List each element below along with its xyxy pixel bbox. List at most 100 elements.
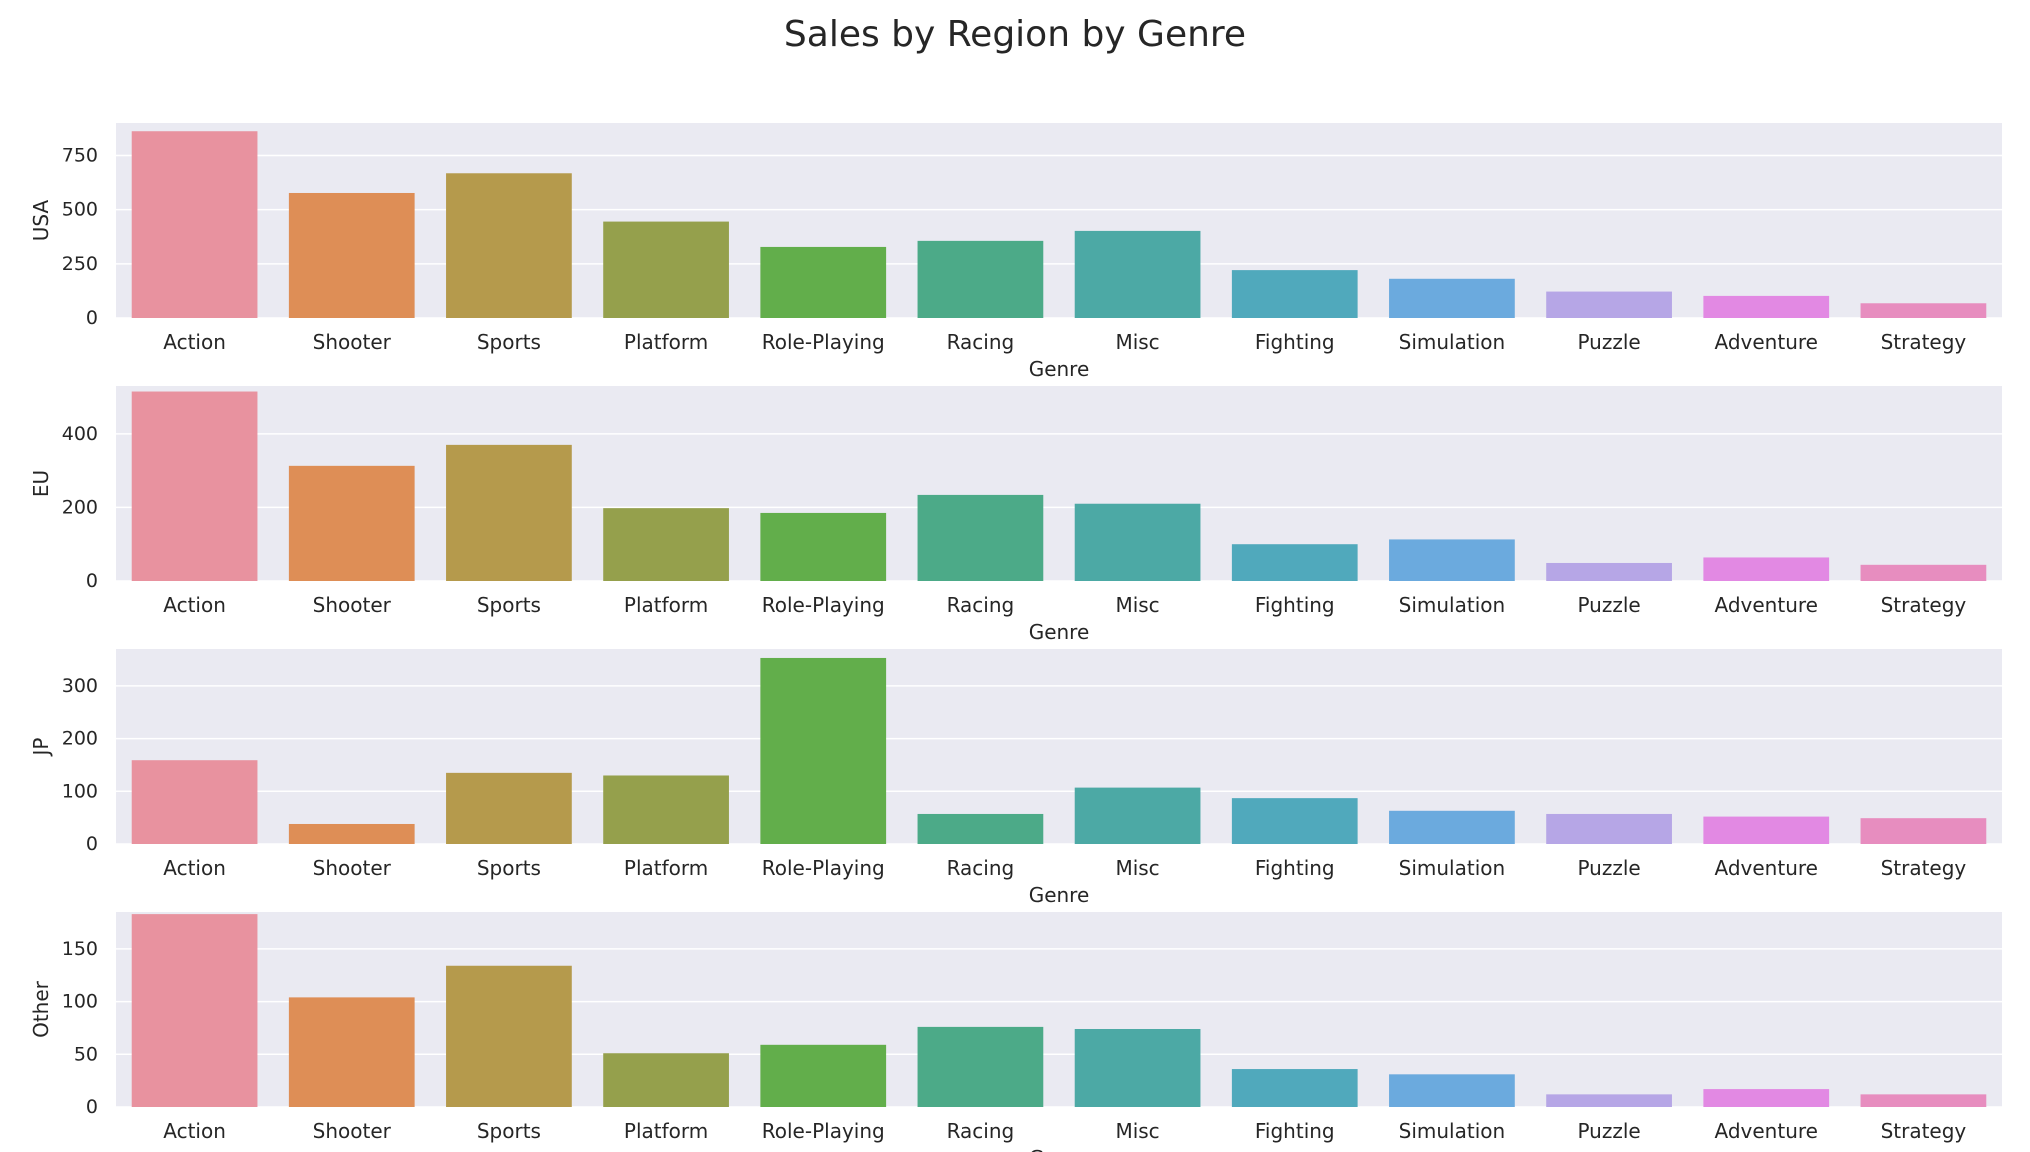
- bar-sports: [446, 444, 572, 581]
- x-tick-label: Racing: [947, 1119, 1015, 1143]
- bar-role-playing: [760, 512, 887, 581]
- x-tick-label: Fighting: [1255, 1119, 1335, 1143]
- bar-racing: [917, 494, 1044, 581]
- x-tick-label: Puzzle: [1577, 856, 1640, 880]
- bar-role-playing: [760, 1044, 887, 1107]
- y-tick-label: 250: [62, 253, 98, 275]
- x-tick-label: Fighting: [1255, 330, 1335, 354]
- x-tick-label: Role-Playing: [762, 593, 885, 617]
- x-tick-label: Racing: [947, 330, 1015, 354]
- x-tick-label: Fighting: [1255, 593, 1335, 617]
- bar-misc: [1074, 230, 1201, 318]
- x-tick-label: Action: [163, 1119, 226, 1143]
- bar-simulation: [1389, 1074, 1515, 1107]
- bar-sports: [446, 772, 572, 844]
- bar-misc: [1074, 503, 1201, 581]
- x-tick-label: Platform: [624, 330, 708, 354]
- bar-racing: [917, 813, 1044, 844]
- bar-platform: [603, 221, 729, 318]
- y-tick-label: 300: [62, 675, 98, 697]
- x-tick-label: Sports: [477, 593, 541, 617]
- y-axis-label: EU: [29, 470, 53, 497]
- y-tick-label: 0: [86, 833, 98, 855]
- bar-action: [131, 760, 258, 844]
- bar-adventure: [1703, 557, 1830, 581]
- x-tick-label: Adventure: [1715, 330, 1818, 354]
- bar-platform: [603, 508, 729, 581]
- x-axis-label: Genre: [1029, 620, 1090, 644]
- bar-strategy: [1860, 564, 1987, 581]
- panel-other: 0 50 100 150 Action Shooter Sports Platform Role…: [29, 912, 2002, 1152]
- y-axis-label: JP: [29, 738, 53, 758]
- y-tick-label: 750: [62, 145, 98, 167]
- bar-action: [131, 131, 258, 318]
- x-axis-label: Genre: [1029, 1146, 1090, 1152]
- x-tick-label: Puzzle: [1577, 330, 1640, 354]
- bar-shooter: [288, 997, 415, 1107]
- bar-action: [131, 391, 258, 581]
- bar-racing: [917, 1026, 1044, 1107]
- x-tick-label: Racing: [947, 593, 1015, 617]
- x-tick-label: Shooter: [313, 856, 392, 880]
- y-tick-label: 0: [86, 307, 98, 329]
- y-tick-label: 0: [86, 1096, 98, 1118]
- x-tick-label: Simulation: [1399, 593, 1506, 617]
- bar-adventure: [1703, 295, 1830, 318]
- bar-fighting: [1231, 544, 1358, 581]
- plot-background: [116, 386, 2002, 581]
- x-axis-label: Genre: [1029, 357, 1090, 381]
- y-tick-label: 0: [86, 570, 98, 592]
- bar-action: [131, 914, 258, 1107]
- x-tick-label: Fighting: [1255, 856, 1335, 880]
- x-tick-label: Strategy: [1881, 856, 1967, 880]
- y-tick-label: 100: [62, 780, 98, 802]
- x-tick-label: Racing: [947, 856, 1015, 880]
- x-tick-label: Misc: [1115, 330, 1159, 354]
- y-axis-label: Other: [29, 980, 53, 1038]
- bar-shooter: [288, 192, 415, 318]
- y-tick-label: 50: [74, 1043, 98, 1065]
- x-tick-label: Puzzle: [1577, 593, 1640, 617]
- bar-platform: [603, 1053, 729, 1107]
- x-tick-label: Role-Playing: [762, 856, 885, 880]
- bar-fighting: [1231, 1069, 1358, 1107]
- bar-misc: [1074, 787, 1201, 844]
- x-tick-label: Shooter: [313, 1119, 392, 1143]
- x-tick-label: Adventure: [1715, 1119, 1818, 1143]
- bar-adventure: [1703, 1089, 1830, 1107]
- x-tick-label: Misc: [1115, 1119, 1159, 1143]
- x-tick-label: Misc: [1115, 856, 1159, 880]
- bar-strategy: [1860, 818, 1987, 844]
- x-tick-label: Sports: [477, 1119, 541, 1143]
- bar-simulation: [1389, 539, 1515, 581]
- bar-simulation: [1389, 810, 1515, 844]
- x-tick-label: Adventure: [1715, 593, 1818, 617]
- panel-jp: 0 100 200 300 Action Shooter Sports Platform Rol…: [29, 649, 2002, 907]
- x-tick-label: Action: [163, 856, 226, 880]
- y-tick-label: 200: [62, 496, 98, 518]
- x-tick-label: Shooter: [313, 593, 392, 617]
- plot-background: [116, 912, 2002, 1107]
- x-tick-label: Adventure: [1715, 856, 1818, 880]
- bar-sports: [446, 173, 572, 318]
- x-tick-label: Shooter: [313, 330, 392, 354]
- x-tick-label: Strategy: [1881, 1119, 1967, 1143]
- bar-racing: [917, 240, 1044, 318]
- y-tick-label: 500: [62, 199, 98, 221]
- bar-adventure: [1703, 816, 1830, 844]
- bar-role-playing: [760, 246, 887, 318]
- y-tick-label: 200: [62, 728, 98, 750]
- x-tick-label: Puzzle: [1577, 1119, 1640, 1143]
- bar-puzzle: [1546, 813, 1672, 844]
- x-tick-label: Sports: [477, 856, 541, 880]
- bar-fighting: [1231, 798, 1358, 844]
- bar-fighting: [1231, 270, 1358, 318]
- x-tick-label: Role-Playing: [762, 1119, 885, 1143]
- x-tick-label: Strategy: [1881, 330, 1967, 354]
- chart-title: Sales by Region by Genre: [783, 14, 1247, 55]
- x-tick-label: Sports: [477, 330, 541, 354]
- bar-misc: [1074, 1029, 1201, 1107]
- x-tick-label: Platform: [624, 856, 708, 880]
- y-tick-label: 400: [62, 423, 98, 445]
